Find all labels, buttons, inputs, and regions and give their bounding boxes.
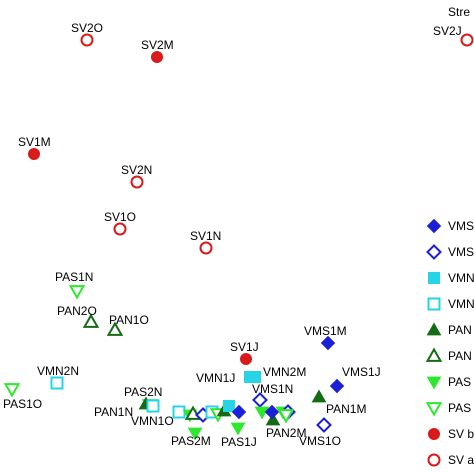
point-label-sv1o: SV1O xyxy=(104,210,136,224)
legend-marker-vms_o xyxy=(426,244,442,260)
data-point-sv2j xyxy=(460,33,474,47)
point-label-vmn1j: VMN1J xyxy=(196,371,235,385)
legend-marker-pan_o xyxy=(425,347,443,362)
legend-label-pan_m: PAN xyxy=(448,323,472,337)
data-point-unlabeled-34 xyxy=(231,404,247,420)
point-label-pan1o: PAN1O xyxy=(109,313,149,327)
legend: VMS VMS VMN VMN PAN PAN PAS PAS SV b SV a xyxy=(425,218,474,467)
data-point-sv1m xyxy=(28,148,40,160)
legend-marker-pas_m xyxy=(426,376,442,390)
point-label-sv1n: SV1N xyxy=(190,229,221,243)
legend-label-vmn_m: VMN xyxy=(448,271,474,285)
points-layer xyxy=(3,33,474,441)
data-point-vmn2m xyxy=(249,371,261,383)
data-point-unlabeled-39 xyxy=(277,409,295,424)
point-label-vms1j: VMS1J xyxy=(342,365,381,379)
legend-marker-pan_m xyxy=(426,322,442,336)
point-label-vmn2n: VMN2N xyxy=(37,364,79,378)
data-point-pas2m xyxy=(187,427,203,441)
annotation-label: Stre xyxy=(448,5,470,19)
data-point-sv2n xyxy=(130,175,144,189)
point-label-sv2j: SV2J xyxy=(433,24,462,38)
legend-marker-vmn_o xyxy=(427,297,441,311)
data-point-sv1j xyxy=(240,353,252,365)
data-point-sv1o xyxy=(113,222,127,236)
legend-label-pas_o: PAS xyxy=(448,401,471,415)
legend-marker-sv_m xyxy=(428,428,440,440)
data-point-pan1o xyxy=(106,321,124,336)
point-label-pan2m: PAN2M xyxy=(266,426,306,440)
data-point-vms1o xyxy=(316,417,332,433)
data-point-vms1m xyxy=(320,335,336,351)
legend-label-vmn_o: VMN xyxy=(448,297,474,311)
point-label-pas1o: PAS1O xyxy=(3,397,42,411)
point-label-pas2n: PAS2N xyxy=(124,385,162,399)
data-point-vms1j xyxy=(329,378,345,394)
point-label-sv2n: SV2N xyxy=(121,163,152,177)
point-label-pan1m: PAN1M xyxy=(326,402,366,416)
legend-label-pas_m: PAS xyxy=(448,375,471,389)
data-point-sv2o xyxy=(80,33,94,47)
data-point-pan2o xyxy=(82,313,100,328)
legend-label-sv_o: SV a xyxy=(448,453,474,467)
data-point-unlabeled-35 xyxy=(254,406,270,420)
point-label-vms1m: VMS1M xyxy=(304,324,347,338)
data-point-unlabeled-33 xyxy=(223,400,235,412)
point-label-pan2o: PAN2O xyxy=(57,304,97,318)
point-label-sv1j: SV1J xyxy=(230,340,259,354)
data-point-pas1n xyxy=(68,285,86,300)
point-label-pan1n: PAN1N xyxy=(94,405,133,419)
legend-marker-vms_m xyxy=(426,218,442,234)
point-label-vms1o: VMS1O xyxy=(299,434,341,448)
legend-label-sv_m: SV b xyxy=(448,427,474,441)
data-point-pan1m xyxy=(311,389,327,403)
legend-label-vms_o: VMS xyxy=(448,245,474,259)
point-label-vmn1o: VMN1O xyxy=(131,414,174,428)
point-label-sv1m: SV1M xyxy=(18,135,51,149)
point-label-vms1n: VMS1N xyxy=(252,382,293,396)
point-labels-layer: SV2O SV2M SV2J SV1M SV2N SV1O SV1N PAS1N PAN2O PA… xyxy=(3,21,462,449)
data-point-vmn1o xyxy=(172,405,186,419)
point-label-sv2o: SV2O xyxy=(71,21,103,35)
data-point-pas1j xyxy=(230,422,246,436)
point-label-pas1j: PAS1J xyxy=(221,435,257,449)
data-point-pan2m xyxy=(265,412,281,426)
legend-marker-pas_o xyxy=(425,402,443,417)
data-point-unlabeled-26 xyxy=(146,399,160,413)
data-point-vms1n xyxy=(252,392,268,408)
point-label-pas1n: PAS1N xyxy=(55,270,93,284)
legend-label-vms_m: VMS xyxy=(448,219,474,233)
point-label-vmn2m: VMN2M xyxy=(263,365,306,379)
data-point-sv2m xyxy=(151,51,163,63)
legend-marker-sv_o xyxy=(427,453,441,467)
point-label-pas2m: PAS2M xyxy=(171,434,211,448)
data-point-sv1n xyxy=(199,241,213,255)
point-label-sv2m: SV2M xyxy=(141,38,174,52)
data-point-unlabeled-36 xyxy=(264,404,280,420)
legend-label-pan_o: PAN xyxy=(448,349,472,363)
data-point-vmn2n xyxy=(50,376,64,390)
data-point-pas1o xyxy=(3,383,21,398)
legend-marker-vmn_m xyxy=(428,272,440,284)
